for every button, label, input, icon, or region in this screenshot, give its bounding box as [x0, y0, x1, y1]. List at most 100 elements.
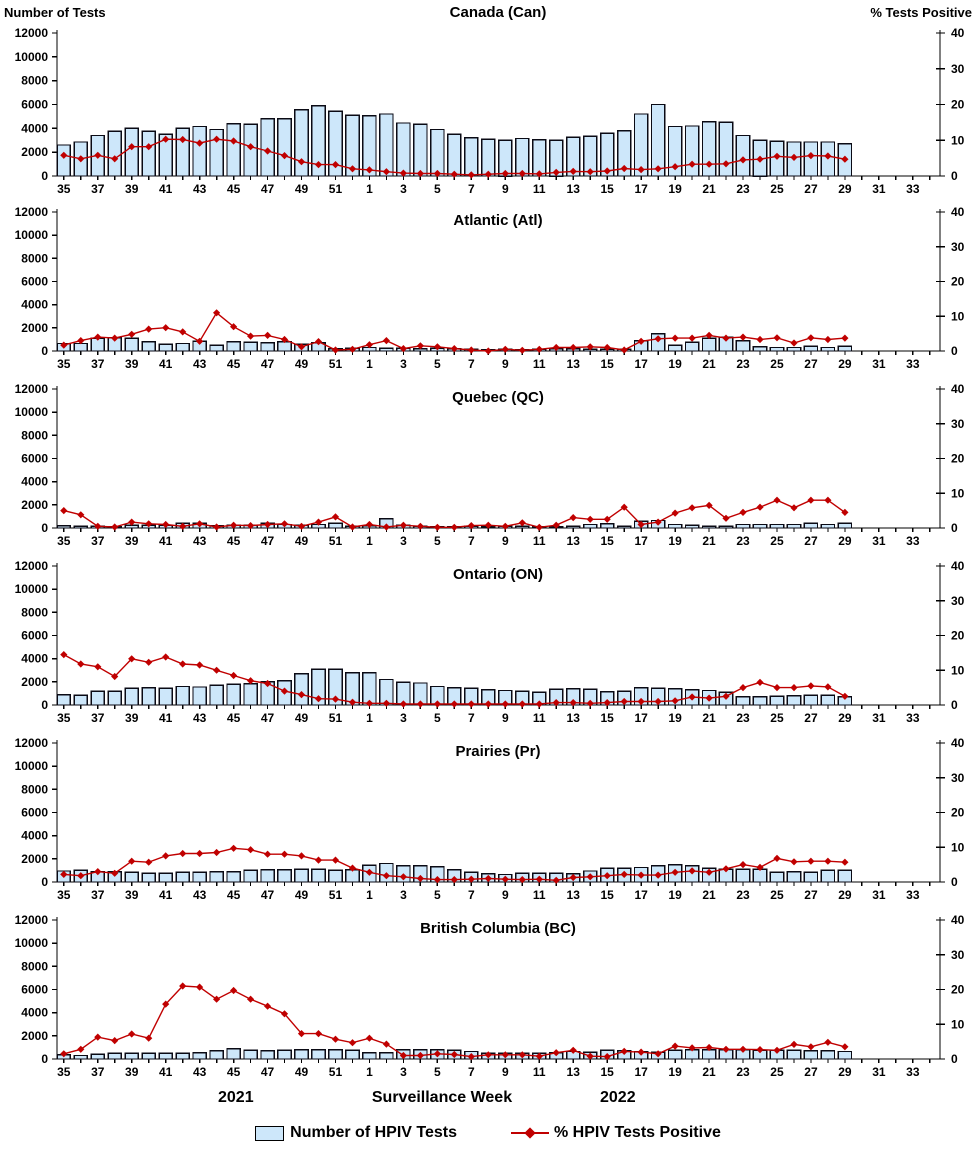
svg-text:13: 13 [567, 534, 581, 548]
svg-text:39: 39 [125, 357, 139, 371]
svg-text:9: 9 [502, 534, 509, 548]
svg-text:25: 25 [770, 357, 784, 371]
diamond-marker [824, 683, 832, 691]
bar [175, 127, 191, 177]
diamond-marker [94, 151, 102, 159]
diamond-marker [162, 520, 170, 529]
diamond-marker [586, 699, 594, 707]
diamond-marker [450, 523, 458, 531]
diamond-marker [348, 698, 357, 706]
legend-item-positive: % HPIV Tests Positive [510, 1124, 721, 1142]
svg-text:21: 21 [702, 888, 716, 902]
diamond-marker [247, 677, 255, 685]
diamond-marker [620, 503, 628, 511]
diamond-marker [111, 869, 119, 877]
svg-text:49: 49 [295, 182, 309, 196]
diamond-marker [841, 334, 849, 342]
diamond-marker [824, 335, 832, 344]
diamond-marker [773, 684, 781, 692]
diamond-marker [552, 876, 560, 884]
diamond-marker [739, 156, 747, 164]
svg-text:3: 3 [400, 1065, 407, 1079]
diamond-marker [552, 343, 560, 352]
svg-text:51: 51 [329, 888, 343, 902]
bar [701, 337, 717, 352]
svg-text:41: 41 [159, 888, 173, 902]
diamond-marker [399, 700, 407, 708]
svg-text:21: 21 [702, 711, 716, 725]
bar [73, 694, 89, 706]
diamond-marker [331, 513, 340, 521]
svg-text:3: 3 [400, 357, 407, 371]
svg-text:0: 0 [41, 344, 48, 358]
panel-title: Quebec (QC) [452, 389, 544, 406]
diamond-marker [467, 171, 475, 179]
svg-text:23: 23 [736, 357, 750, 371]
diamond-marker [501, 1051, 509, 1059]
svg-text:21: 21 [702, 534, 716, 548]
svg-text:10: 10 [951, 486, 965, 500]
svg-text:0: 0 [951, 169, 958, 183]
svg-text:43: 43 [193, 1065, 207, 1079]
diamond-marker [416, 342, 424, 350]
svg-text:20: 20 [951, 983, 965, 997]
svg-text:20: 20 [951, 275, 965, 289]
diamond-marker [213, 666, 221, 674]
panel-title: Prairies (Pr) [455, 743, 540, 760]
svg-text:27: 27 [804, 534, 818, 548]
diamond-marker [145, 658, 153, 666]
y-axis-left-labels: 0 2000 4000 6000 8000 10000 12000 [15, 559, 49, 712]
bar [582, 523, 598, 529]
svg-text:33: 33 [906, 711, 920, 725]
diamond-marker [60, 651, 68, 659]
diamond-marker [348, 523, 357, 531]
bar [175, 1052, 191, 1060]
diamond-marker [807, 334, 815, 342]
diamond-marker [314, 695, 323, 703]
svg-text:1: 1 [366, 711, 373, 725]
panel-british: British Columbia (BC)0200040006000800010… [15, 913, 965, 1079]
diamond-marker [535, 523, 543, 531]
svg-text:29: 29 [838, 182, 852, 196]
diamond-marker [297, 343, 306, 351]
diamond-marker [196, 661, 204, 669]
svg-text:51: 51 [329, 182, 343, 196]
diamond-marker [331, 161, 340, 169]
bar [124, 871, 139, 883]
diamond-marker [230, 137, 238, 145]
bar [158, 872, 174, 883]
bar [701, 525, 717, 529]
bar [294, 868, 309, 883]
diamond-marker [94, 522, 102, 530]
svg-text:47: 47 [261, 534, 275, 548]
diamond-marker [535, 875, 543, 883]
bar [396, 122, 411, 177]
svg-text:19: 19 [668, 711, 682, 725]
diamond-marker [264, 1002, 272, 1010]
svg-text:35: 35 [57, 534, 71, 548]
bar [447, 133, 462, 177]
svg-text:40: 40 [951, 736, 965, 750]
svg-text:10000: 10000 [15, 228, 49, 242]
diamond-marker [722, 160, 730, 168]
bar [226, 1047, 241, 1060]
bar [260, 869, 275, 883]
bar [430, 128, 445, 177]
svg-text:21: 21 [702, 357, 716, 371]
svg-text:37: 37 [91, 1065, 105, 1079]
svg-text:6000: 6000 [21, 806, 48, 820]
legend-bar-label: Number of HPIV Tests [290, 1124, 457, 1141]
svg-text:43: 43 [193, 357, 207, 371]
svg-text:33: 33 [906, 182, 920, 196]
svg-text:10000: 10000 [15, 405, 49, 419]
diamond-marker [484, 700, 492, 708]
bar [413, 123, 428, 177]
svg-text:45: 45 [227, 357, 241, 371]
svg-text:35: 35 [57, 888, 71, 902]
svg-text:11: 11 [533, 1065, 546, 1079]
bar [464, 137, 479, 177]
svg-text:29: 29 [838, 534, 852, 548]
diamond-marker [586, 343, 594, 351]
diamond-marker [807, 857, 815, 865]
svg-text:51: 51 [329, 357, 343, 371]
